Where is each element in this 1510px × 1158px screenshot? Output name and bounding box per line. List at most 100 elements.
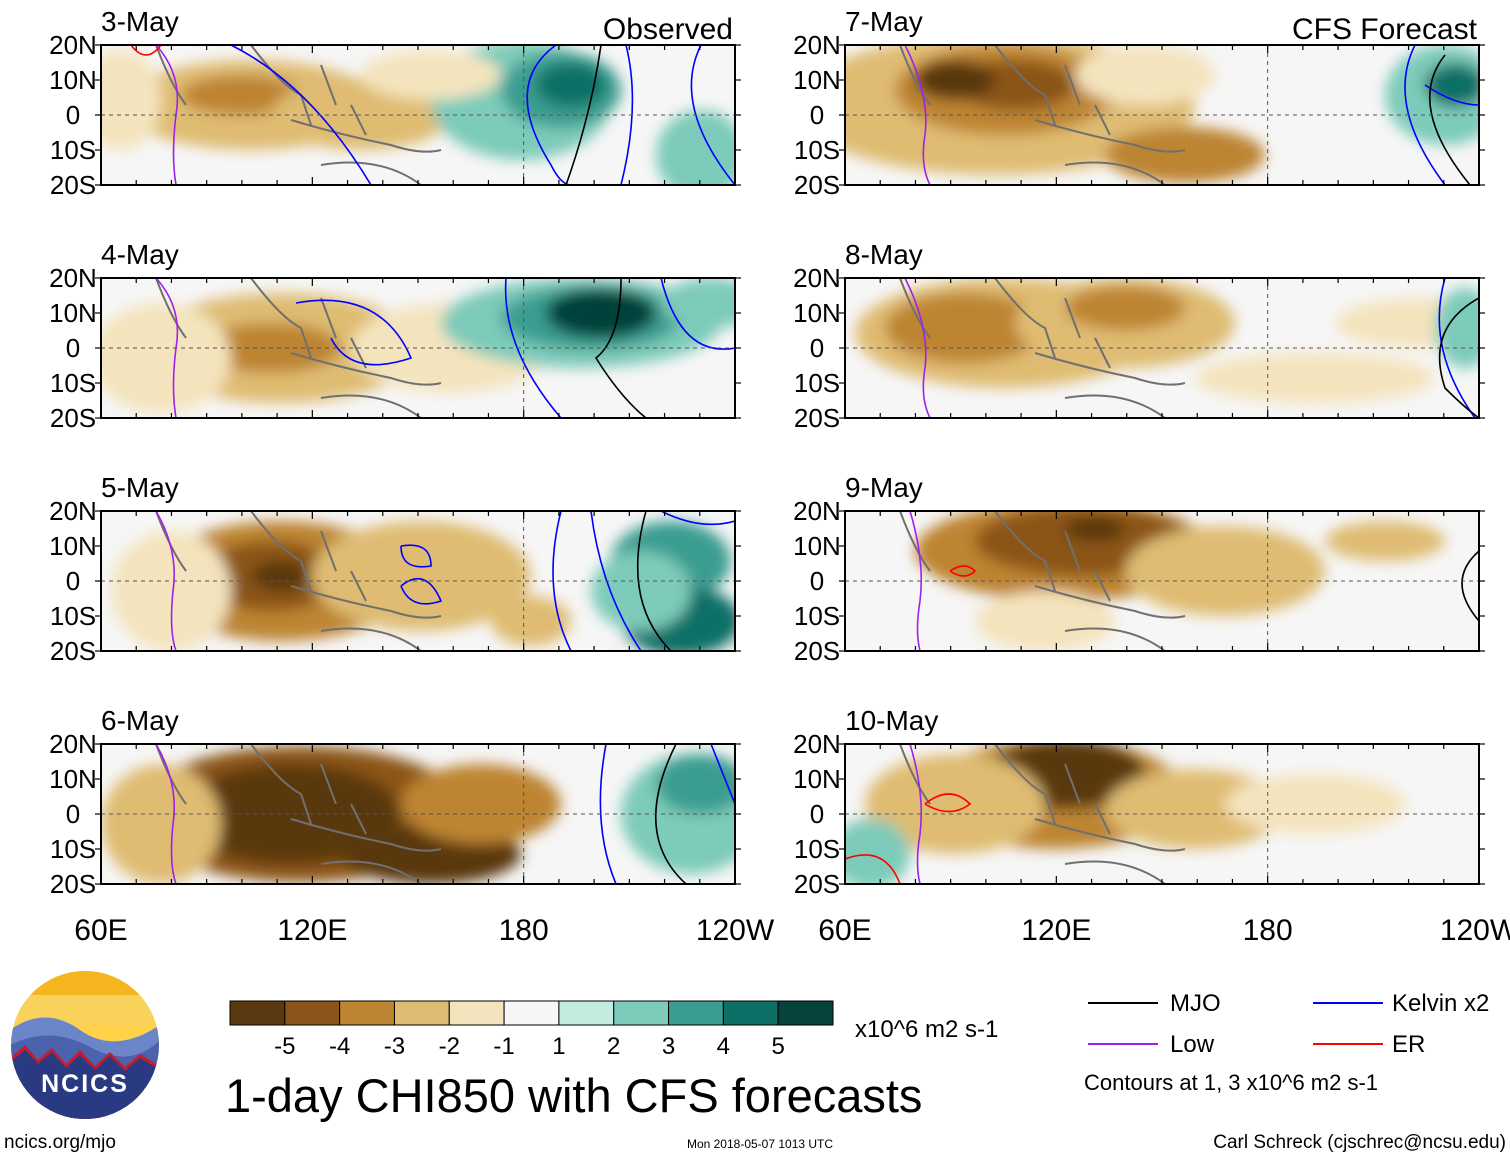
- anomaly-region: [1195, 353, 1435, 403]
- y-tick-label: 20N: [793, 30, 841, 60]
- contour-line: [904, 278, 931, 418]
- legend: MJO Kelvin x2 Low ER Contours at 1, 3 x1…: [1084, 990, 1489, 1095]
- panel-date-label: 7-May: [845, 6, 923, 37]
- contour-line: [660, 278, 735, 350]
- colorbar-tick-label: 3: [662, 1033, 675, 1060]
- contour-line: [230, 45, 372, 185]
- panel-8-May: 20N 10N 0 10S 20S 8-May: [793, 239, 1485, 433]
- y-tick-label: 20N: [793, 496, 841, 526]
- x-tick-label: 120E: [1021, 914, 1091, 947]
- site-url: ncics.org/mjo: [4, 1132, 116, 1153]
- y-tick-label: 20S: [50, 636, 96, 666]
- colorbar-swatch: [722, 1000, 779, 1026]
- anomaly-region: [491, 596, 571, 646]
- contour-note: Contours at 1, 3 x10^6 m2 s-1: [1084, 1070, 1378, 1095]
- y-tick-label: 10N: [49, 298, 97, 328]
- anomaly-region: [1065, 286, 1185, 330]
- colorbar-tick-label: -5: [274, 1033, 295, 1060]
- y-tick-label: 20S: [50, 403, 96, 433]
- panel-date-label: 10-May: [845, 705, 938, 736]
- anomaly-region: [1225, 774, 1405, 834]
- contour-line: [904, 45, 931, 185]
- anomaly-region: [101, 303, 231, 413]
- coastlines: [899, 511, 1186, 651]
- y-tick-label: 10N: [793, 298, 841, 328]
- y-tick-label: 10S: [50, 834, 96, 864]
- anomaly-region: [251, 561, 311, 591]
- contour-line: [909, 744, 922, 884]
- y-tick-label: 10N: [793, 764, 841, 794]
- colorbar-tick-label: 4: [717, 1033, 730, 1060]
- y-tick-label: 10N: [793, 531, 841, 561]
- x-tick-label: 120E: [277, 914, 347, 947]
- contour-line: [295, 299, 413, 366]
- y-tick-label: 0: [810, 100, 824, 130]
- y-tick-label: 20N: [793, 263, 841, 293]
- y-tick-label: 10S: [50, 601, 96, 631]
- panel-7-May: 20N 10N 0 10S 20S 7-May CFS Forecast: [793, 6, 1485, 200]
- y-tick-label: 20N: [49, 496, 97, 526]
- colorbar-swatch: [229, 1000, 286, 1026]
- y-tick-label: 0: [66, 566, 80, 596]
- contour-line: [660, 511, 735, 526]
- y-tick-label: 10S: [794, 834, 840, 864]
- colorbar-swatch: [668, 1000, 724, 1026]
- y-tick-label: 10N: [49, 65, 97, 95]
- anomaly-region: [656, 110, 735, 185]
- y-tick-label: 10N: [49, 531, 97, 561]
- legend-label-er: ER: [1392, 1031, 1425, 1058]
- anomaly-region: [1105, 127, 1265, 183]
- contour-line: [552, 511, 572, 651]
- y-tick-label: 20S: [794, 636, 840, 666]
- y-tick-label: 0: [66, 100, 80, 130]
- colorbar-swatch: [777, 1000, 834, 1026]
- x-tick-label: 60E: [74, 914, 127, 947]
- x-tick-label: 120W: [1440, 914, 1510, 947]
- contour-line: [526, 45, 572, 185]
- panel-9-May: 20N 10N 0 10S 20S 9-May: [793, 472, 1485, 666]
- panel-6-May: 20N 10N 0 10S 20S 6-May: [49, 705, 741, 899]
- contour-line: [845, 854, 901, 884]
- contour-line: [155, 511, 177, 651]
- y-tick-label: 20S: [50, 869, 96, 899]
- y-tick-label: 20S: [794, 170, 840, 200]
- contour-line: [155, 744, 177, 884]
- panel-date-label: 4-May: [101, 239, 179, 270]
- colorbar-swatch: [613, 1000, 670, 1026]
- anomaly-region: [1125, 526, 1325, 616]
- anomaly-region: [1325, 521, 1445, 561]
- contour-line: [1438, 297, 1479, 418]
- map-panels: 20N 10N 0 10S 20S 3-May Observed 20N 10N 0 10S 20S 4…: [49, 6, 1485, 899]
- anomaly-region: [1075, 45, 1215, 105]
- legend-label-low: Low: [1170, 1031, 1215, 1058]
- x-tick-label: 60E: [818, 914, 871, 947]
- contour-line: [636, 511, 672, 651]
- anomaly-region: [181, 764, 401, 864]
- contour-line: [565, 45, 602, 185]
- contour-line: [130, 45, 162, 56]
- y-tick-label: 0: [66, 799, 80, 829]
- column-label: CFS Forecast: [1292, 13, 1478, 46]
- panel-10-May: 20N 10N 0 10S 20S 10-May: [793, 705, 1485, 899]
- colorbar-tick-label: 2: [607, 1033, 620, 1060]
- anomaly-region: [1425, 63, 1479, 107]
- panel-date-label: 6-May: [101, 705, 179, 736]
- legend-label-mjo: MJO: [1170, 990, 1221, 1017]
- anomaly-region: [536, 63, 606, 107]
- panel-date-label: 8-May: [845, 239, 923, 270]
- contour-line: [690, 45, 735, 185]
- panel-date-label: 5-May: [101, 472, 179, 503]
- y-tick-label: 20N: [49, 729, 97, 759]
- contour-line: [909, 511, 922, 651]
- contour-line: [1438, 278, 1476, 418]
- y-tick-label: 0: [810, 799, 824, 829]
- author-credit: Carl Schreck (cjschrec@ncsu.edu): [1213, 1132, 1506, 1153]
- y-tick-label: 20N: [793, 729, 841, 759]
- colorbar-swatch: [503, 1000, 560, 1026]
- y-tick-label: 20S: [50, 170, 96, 200]
- coastlines: [899, 278, 1186, 418]
- y-tick-label: 20N: [49, 30, 97, 60]
- y-tick-label: 10S: [794, 601, 840, 631]
- x-tick-label: 180: [499, 914, 549, 947]
